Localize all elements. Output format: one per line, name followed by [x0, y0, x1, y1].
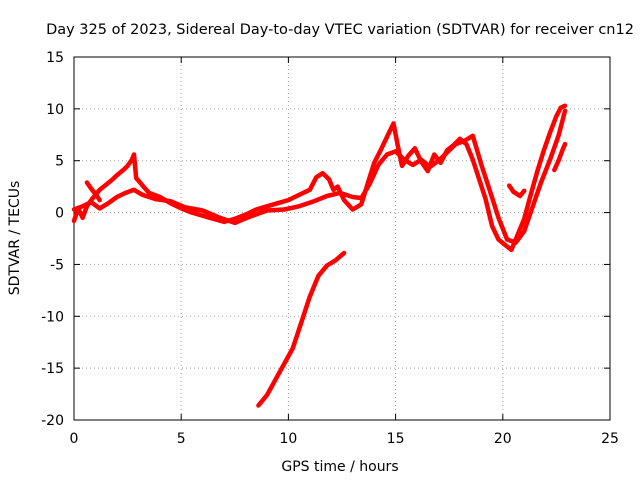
series-line-track-1 [71, 103, 568, 253]
y-tick-label: -20 [41, 413, 64, 429]
series-line-track-4 [506, 183, 527, 199]
grid [74, 57, 610, 420]
x-tick-label: 0 [70, 431, 79, 447]
series-line-track-5 [552, 141, 568, 173]
y-tick-label: -5 [50, 257, 64, 273]
y-tick-label: -10 [41, 309, 64, 325]
plot-frame [73, 56, 611, 421]
series-line-track-6 [256, 250, 347, 408]
series-layer [71, 103, 568, 408]
y-tick-label: 0 [55, 206, 64, 222]
x-tick-label: 20 [494, 431, 512, 447]
x-axis-label: GPS time / hours [281, 459, 398, 475]
axis-ticks: 0 5 10 15 20 25 -20 -15 -10 -5 0 5 10 15 [41, 50, 619, 447]
x-tick-label: 10 [279, 431, 297, 447]
y-tick-label: 15 [46, 50, 64, 66]
series-line-track-2 [71, 108, 568, 245]
y-tick-label: 5 [55, 154, 64, 170]
x-tick-label: 15 [387, 431, 405, 447]
y-tick-label: -15 [41, 361, 64, 377]
series-line-track-3 [84, 180, 102, 203]
chart-title: Day 325 of 2023, Sidereal Day-to-day VTE… [46, 22, 634, 38]
y-axis-label: SDTVAR / TECUs [7, 181, 23, 296]
x-tick-label: 25 [601, 431, 619, 447]
y-tick-label: 10 [46, 102, 64, 118]
x-tick-label: 5 [177, 431, 186, 447]
